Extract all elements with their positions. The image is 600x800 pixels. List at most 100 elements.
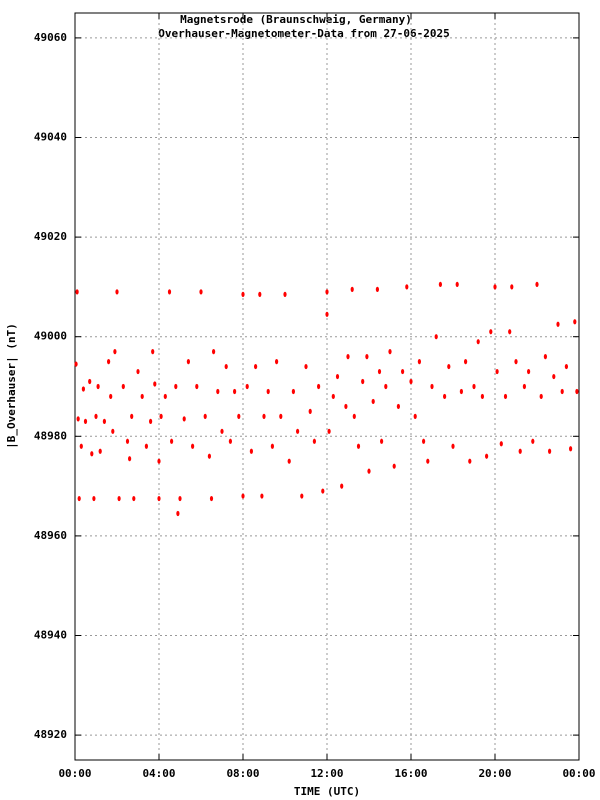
- data-point: [514, 359, 518, 365]
- data-point: [346, 354, 350, 360]
- data-point: [396, 403, 400, 410]
- data-point: [384, 383, 388, 390]
- data-point: [321, 488, 325, 494]
- data-point: [220, 428, 224, 434]
- plot-frame: [74, 12, 580, 761]
- data-point: [434, 334, 438, 340]
- data-point: [92, 495, 96, 502]
- x-axis-label: TIME (UTC): [294, 785, 360, 798]
- y-tick-label: 49020: [34, 230, 67, 243]
- data-point: [199, 289, 203, 295]
- y-tick-label: 48920: [34, 728, 67, 741]
- data-point: [195, 383, 199, 390]
- x-tick-label: 04:00: [142, 767, 175, 780]
- data-point: [77, 495, 81, 502]
- data-point: [296, 428, 300, 434]
- data-point: [459, 388, 463, 395]
- data-point: [405, 284, 409, 290]
- data-point: [510, 284, 514, 290]
- data-point: [107, 359, 111, 365]
- data-point: [392, 463, 396, 469]
- data-point: [417, 359, 421, 365]
- data-point: [241, 291, 245, 297]
- data-point: [283, 291, 287, 297]
- data-point: [401, 368, 405, 375]
- data-point: [136, 368, 140, 375]
- data-point: [312, 438, 316, 444]
- data-point: [74, 361, 78, 367]
- data-point: [113, 349, 117, 355]
- data-point: [249, 448, 253, 454]
- data-point: [149, 418, 153, 424]
- chart-subtitle: Overhauser-Magnetometer-Data from 27-06-…: [158, 27, 449, 40]
- data-point: [464, 359, 468, 365]
- data-point: [375, 286, 379, 292]
- data-point: [157, 495, 161, 502]
- data-point: [451, 443, 455, 449]
- data-point: [331, 393, 335, 400]
- data-point: [413, 413, 417, 419]
- data-point: [170, 438, 174, 444]
- data-point: [163, 393, 167, 400]
- data-point: [132, 495, 136, 502]
- data-point: [76, 416, 80, 422]
- data-point: [275, 359, 279, 365]
- data-point: [128, 456, 132, 462]
- data-point: [291, 388, 295, 395]
- data-point: [130, 413, 134, 419]
- data-point: [499, 441, 503, 447]
- y-axis-label: |B_Overhauser| (nT): [5, 323, 18, 449]
- data-point: [468, 458, 472, 464]
- data-point: [503, 393, 508, 400]
- data-point: [94, 413, 98, 419]
- data-point: [300, 493, 304, 499]
- data-point: [485, 453, 489, 459]
- x-tick-label: 12:00: [310, 767, 343, 780]
- data-point: [527, 368, 531, 375]
- data-point: [304, 363, 308, 370]
- data-point: [371, 398, 375, 405]
- data-point: [575, 388, 579, 395]
- data-point: [140, 393, 144, 400]
- data-point: [96, 383, 100, 390]
- data-point: [83, 418, 88, 424]
- x-tick-label: 20:00: [478, 767, 511, 780]
- data-point: [344, 403, 348, 410]
- data-point: [476, 339, 480, 345]
- data-point: [151, 349, 155, 355]
- data-point: [365, 354, 369, 360]
- data-point: [203, 413, 207, 419]
- y-tick-label: 48980: [34, 429, 67, 442]
- data-point: [207, 453, 211, 459]
- data-point: [209, 495, 214, 502]
- data-point: [327, 428, 331, 434]
- data-point: [447, 363, 451, 370]
- data-point: [422, 438, 426, 444]
- data-point: [409, 378, 413, 385]
- data-point: [361, 378, 365, 385]
- data-point: [157, 458, 161, 464]
- data-point: [228, 438, 232, 444]
- data-point: [254, 363, 258, 370]
- data-point: [522, 383, 527, 390]
- data-point: [191, 443, 195, 449]
- data-point: [174, 383, 178, 390]
- x-tick-label: 00:00: [58, 767, 91, 780]
- data-point: [518, 448, 522, 454]
- data-point: [489, 329, 493, 335]
- data-point: [539, 393, 543, 400]
- data-point: [388, 349, 392, 355]
- data-point: [81, 386, 85, 392]
- data-point: [426, 458, 430, 464]
- data-point: [325, 289, 329, 295]
- data-point: [279, 413, 283, 419]
- data-point: [75, 289, 79, 295]
- chart-title: Magnetsrode (Braunschweig, Germany): [180, 13, 412, 26]
- data-point: [258, 291, 262, 297]
- data-point: [115, 289, 119, 295]
- x-tick-label: 08:00: [226, 767, 259, 780]
- y-tick-label: 49060: [34, 31, 67, 44]
- y-tick-label: 48960: [34, 529, 67, 542]
- data-point: [216, 388, 220, 395]
